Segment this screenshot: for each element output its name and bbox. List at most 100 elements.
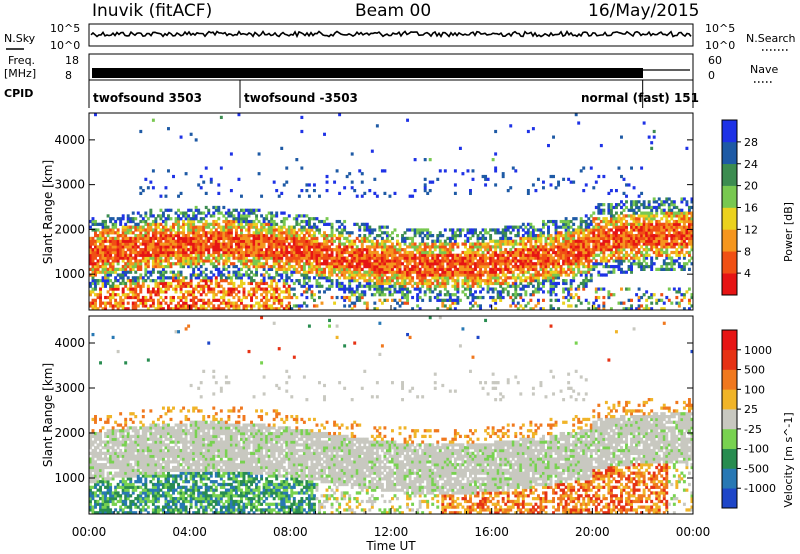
heatmap-cell	[554, 273, 558, 277]
heatmap-cell	[151, 264, 155, 269]
heatmap-cell	[217, 250, 221, 255]
heatmap-cell	[587, 259, 591, 263]
heatmap-cell	[597, 225, 601, 229]
heatmap-cell	[207, 245, 211, 249]
heatmap-cell	[94, 248, 97, 252]
heatmap-cell	[325, 217, 329, 221]
heatmap-cell	[227, 231, 231, 235]
heatmap-cell	[305, 262, 309, 266]
heatmap-cell	[388, 276, 392, 280]
heatmap-cell	[275, 262, 279, 266]
heatmap-cell	[116, 236, 120, 241]
heatmap-cell	[587, 279, 591, 283]
heatmap-cell	[602, 236, 606, 241]
heatmap-cell	[579, 228, 583, 232]
heatmap-cell	[617, 225, 621, 229]
heatmap-cell	[514, 284, 518, 288]
heatmap-cell	[423, 259, 427, 263]
heatmap-cell	[330, 231, 334, 235]
heatmap-cell	[536, 284, 540, 288]
heatmap-cell	[177, 262, 180, 266]
heatmap-cell	[421, 253, 425, 257]
heatmap-cell	[202, 248, 206, 252]
heatmap-cell	[542, 264, 545, 269]
heatmap-cell	[577, 253, 581, 257]
heatmap-cell	[255, 273, 259, 277]
heatmap-cell	[592, 250, 596, 255]
heatmap-cell	[287, 259, 291, 263]
heatmap-cell	[647, 253, 651, 257]
heatmap-cell	[282, 290, 286, 294]
heatmap-cell	[479, 256, 482, 260]
heatmap-cell	[355, 222, 359, 226]
heatmap-cell	[446, 259, 450, 263]
heatmap-cell	[255, 234, 259, 238]
heatmap-cell	[569, 284, 573, 288]
heatmap-cell	[318, 256, 321, 260]
heatmap-cell	[297, 242, 301, 246]
heatmap-cell	[260, 248, 264, 252]
heatmap-cell	[338, 287, 342, 291]
heatmap-cell	[373, 245, 377, 249]
heatmap-cell	[267, 239, 271, 243]
heatmap-cell	[642, 239, 646, 243]
heatmap-cell	[579, 231, 583, 235]
heatmap-cell	[245, 270, 248, 274]
heatmap-cell	[625, 250, 628, 255]
heatmap-cell	[358, 250, 362, 255]
heatmap-cell	[479, 259, 482, 263]
heatmap-cell	[217, 259, 221, 263]
heatmap-cell	[474, 245, 477, 249]
heatmap-cell	[542, 186, 545, 190]
heatmap-cell	[318, 284, 321, 288]
heatmap-cell	[151, 231, 155, 235]
heatmap-cell	[255, 262, 259, 266]
heatmap-cell	[146, 284, 150, 288]
heatmap-cell	[222, 228, 226, 232]
heatmap-cell	[245, 259, 248, 263]
heatmap-cell	[594, 298, 598, 302]
heatmap-cell	[514, 234, 518, 238]
heatmap-cell	[121, 217, 125, 221]
heatmap-cell	[620, 301, 623, 305]
heatmap-cell	[277, 307, 281, 311]
heatmap-cell	[650, 236, 654, 241]
heatmap-cell	[229, 253, 233, 257]
heatmap-cell	[627, 236, 631, 241]
heatmap-cell	[542, 219, 545, 224]
heatmap-cell	[312, 188, 316, 193]
heatmap-cell	[491, 270, 495, 274]
heatmap-cell	[134, 264, 138, 269]
heatmap-cell	[612, 293, 616, 297]
heatmap-cell	[189, 242, 193, 246]
heatmap-cell	[89, 219, 92, 224]
heatmap-cell	[129, 256, 133, 260]
heatmap-cell	[554, 239, 558, 243]
heatmap-cell	[290, 279, 294, 283]
heatmap-cell	[154, 293, 158, 297]
heatmap-cell	[569, 293, 573, 297]
heatmap-cell	[572, 295, 576, 300]
heatmap-cell	[330, 295, 334, 300]
heatmap-cell	[292, 256, 296, 260]
heatmap-cell	[315, 225, 319, 229]
heatmap-cell	[531, 245, 535, 249]
heatmap-cell	[297, 253, 301, 257]
heatmap-cell	[469, 248, 472, 252]
heatmap-cell	[174, 239, 178, 243]
heatmap-cell	[169, 256, 173, 260]
heatmap-cell	[151, 287, 155, 291]
heatmap-cell	[136, 259, 140, 263]
heatmap-cell	[431, 290, 435, 294]
heatmap-cell	[224, 236, 228, 241]
heatmap-cell	[310, 284, 314, 288]
heatmap-cell	[154, 262, 158, 266]
heatmap-cell	[645, 214, 649, 218]
heatmap-cell	[172, 307, 175, 311]
heatmap-cell	[479, 248, 482, 252]
heatmap-cell	[411, 245, 415, 249]
heatmap-cell	[627, 234, 631, 238]
heatmap-cell	[542, 262, 545, 266]
heatmap-cell	[177, 194, 180, 198]
heatmap-cell	[287, 250, 291, 255]
